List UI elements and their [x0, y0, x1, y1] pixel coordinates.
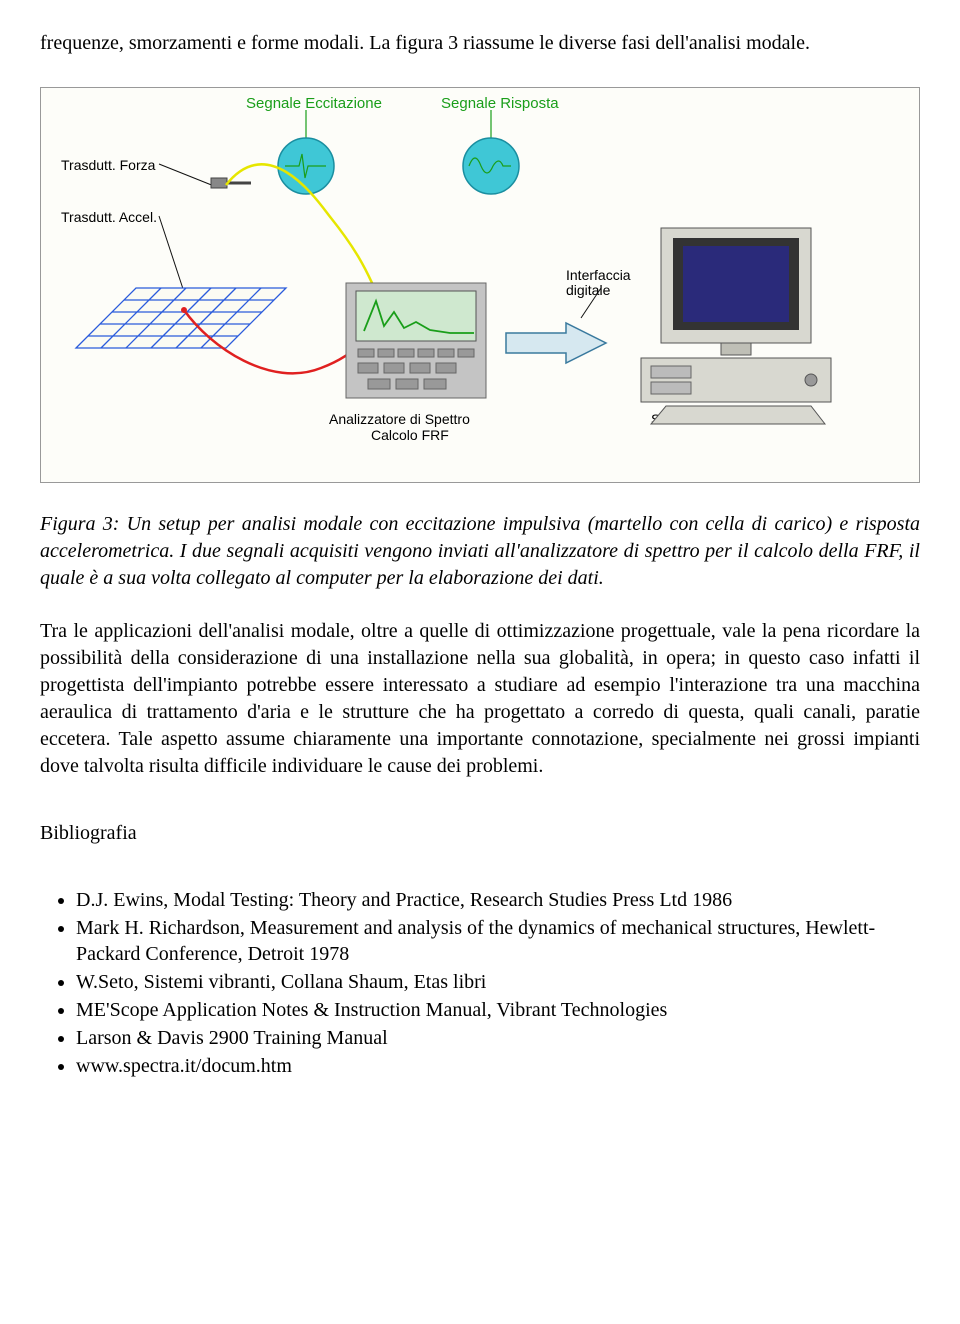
- computer-icon: [641, 228, 831, 424]
- intro-paragraph: frequenze, smorzamenti e forme modali. L…: [40, 30, 920, 57]
- figure-caption: Figura 3: Un setup per analisi modale co…: [40, 511, 920, 592]
- biblio-item: www.spectra.it/docum.htm: [76, 1053, 920, 1079]
- analyzer-icon: [346, 283, 486, 398]
- biblio-item: Mark H. Richardson, Measurement and anal…: [76, 915, 920, 967]
- biblio-item: D.J. Ewins, Modal Testing: Theory and Pr…: [76, 887, 920, 913]
- bibliography-heading: Bibliografia: [40, 820, 920, 847]
- biblio-item: ME'Scope Application Notes & Instruction…: [76, 997, 920, 1023]
- specimen-grid-icon: [76, 288, 286, 348]
- bibliography-list: D.J. Ewins, Modal Testing: Theory and Pr…: [40, 887, 920, 1079]
- body-paragraph: Tra le applicazioni dell'analisi modale,…: [40, 618, 920, 780]
- biblio-item: Larson & Davis 2900 Training Manual: [76, 1025, 920, 1051]
- biblio-item: W.Seto, Sistemi vibranti, Collana Shaum,…: [76, 969, 920, 995]
- figure-diagram: Segnale Eccitazione Segnale Risposta Tra…: [40, 87, 920, 483]
- arrow-icon: [506, 323, 606, 363]
